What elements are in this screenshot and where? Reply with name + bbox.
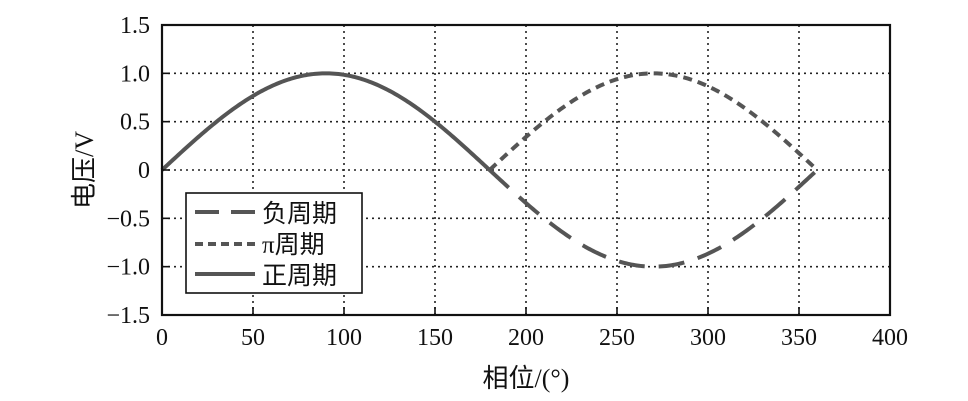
axis-ticks: [162, 72, 800, 315]
x-tick-label: 350: [781, 325, 817, 351]
x-tick-label: 0: [156, 325, 168, 351]
curve-pi-period: [488, 71, 819, 172]
x-tick-label: 400: [872, 325, 908, 351]
x-tick-label: 150: [417, 325, 453, 351]
y-tick-label: −0.5: [106, 206, 150, 232]
y-tick-label: 0.5: [120, 110, 150, 136]
legend-label-negative-period: 负周期: [262, 200, 337, 228]
x-tick-label: 300: [690, 325, 726, 351]
y-tick-labels: 1.5 1.0 0.5 0 −0.5 −1.0 −1.5: [106, 13, 150, 329]
y-tick-label: 1.0: [120, 61, 150, 87]
legend-label-positive-period: 正周期: [262, 263, 337, 290]
data-curves: [160, 71, 819, 269]
x-tick-label: 100: [326, 325, 362, 351]
y-tick-label: −1.0: [106, 255, 150, 281]
x-tick-labels: 0 50 100 150 200 250 300 350 400: [156, 325, 908, 351]
y-axis-label: 电压/V: [70, 131, 99, 209]
legend-label-pi-period: π周期: [262, 232, 325, 259]
x-tick-label: 50: [241, 325, 265, 351]
y-tick-label: 0: [138, 158, 150, 184]
y-tick-label: −1.5: [106, 303, 150, 329]
y-tick-label: 1.5: [120, 13, 150, 39]
x-tick-label: 200: [508, 325, 544, 351]
legend: 负周期 π周期 正周期: [185, 192, 363, 294]
x-tick-label: 250: [599, 325, 635, 351]
curve-positive-period: [160, 71, 491, 172]
x-axis-label: 相位/(°): [483, 364, 570, 393]
